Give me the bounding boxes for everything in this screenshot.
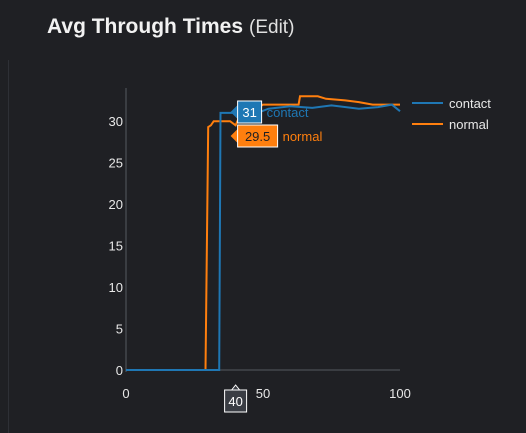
y-tick-label: 30	[109, 114, 123, 129]
x-tick-label: 100	[389, 386, 411, 401]
y-tick-label: 15	[109, 239, 123, 254]
hover-x-pointer	[230, 384, 241, 391]
legend-label: normal	[449, 117, 489, 132]
x-tick-label: 0	[122, 386, 129, 401]
chart-legend[interactable]: contact normal	[412, 96, 491, 132]
panel-title: Avg Through Times	[47, 15, 244, 38]
hover-label-box	[237, 100, 263, 124]
hover-tooltip: 40 31 contact 29.5 normal	[224, 100, 323, 413]
hover-label-value: 29.5	[245, 129, 270, 144]
y-tick-label: 0	[116, 363, 123, 378]
hover-label-pointer	[230, 129, 238, 143]
chart-axes: 0 5 10 15 20 25 30 0 50 100	[109, 88, 411, 401]
legend-label: contact	[449, 96, 491, 111]
legend-item-normal[interactable]: normal	[412, 117, 489, 132]
y-tick-label: 10	[109, 280, 123, 295]
hover-label-series: contact	[267, 105, 309, 120]
y-tick-label: 20	[109, 197, 123, 212]
hover-label-pointer	[230, 105, 238, 119]
panel-divider	[8, 60, 9, 433]
series-line-contact	[126, 103, 401, 371]
hover-x-value: 40	[228, 394, 242, 409]
legend-item-contact[interactable]: contact	[412, 96, 491, 111]
hover-label-value: 31	[242, 105, 256, 120]
panel-header: Avg Through Times (Edit)	[47, 15, 294, 45]
hover-label-box	[237, 124, 279, 148]
x-tick-label: 50	[256, 386, 270, 401]
y-tick-label: 25	[109, 156, 123, 171]
hover-label-series: normal	[283, 129, 323, 144]
edit-link[interactable]: (Edit)	[249, 17, 295, 38]
y-tick-label: 5	[116, 322, 123, 337]
